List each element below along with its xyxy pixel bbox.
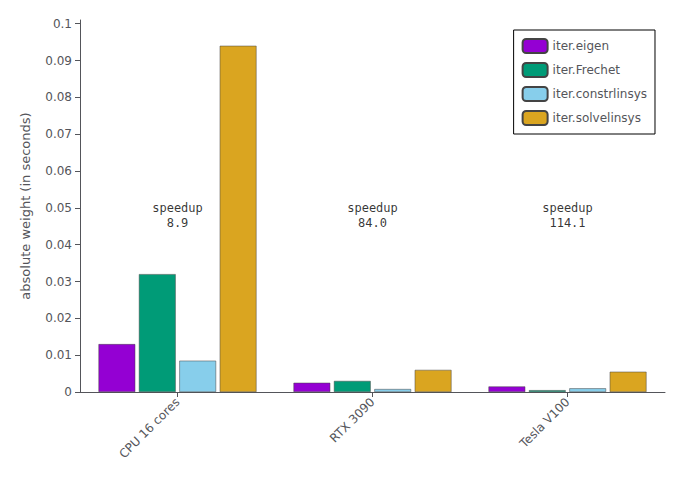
svg-text:0.07: 0.07 [45, 127, 72, 141]
svg-text:iter.Frechet: iter.Frechet [553, 63, 621, 77]
svg-text:0.01: 0.01 [45, 348, 72, 362]
svg-text:iter.solvelinsys: iter.solvelinsys [553, 111, 641, 125]
svg-text:8.9: 8.9 [167, 216, 189, 230]
svg-text:0.08: 0.08 [45, 90, 72, 104]
svg-text:114.1: 114.1 [549, 216, 585, 230]
svg-text:0.06: 0.06 [45, 164, 72, 178]
svg-text:speedup: speedup [152, 201, 203, 215]
svg-text:0.04: 0.04 [45, 238, 72, 252]
svg-text:speedup: speedup [347, 201, 398, 215]
svg-text:0.03: 0.03 [45, 275, 72, 289]
svg-text:84.0: 84.0 [358, 216, 387, 230]
svg-text:RTX 3090: RTX 3090 [327, 395, 377, 445]
svg-text:Tesla V100: Tesla V100 [516, 395, 572, 451]
svg-text:0.05: 0.05 [45, 201, 72, 215]
svg-text:0.1: 0.1 [53, 17, 72, 31]
svg-text:iter.eigen: iter.eigen [553, 39, 609, 53]
svg-text:absolute weight (in seconds): absolute weight (in seconds) [18, 112, 33, 299]
svg-text:CPU 16 cores: CPU 16 cores [116, 395, 182, 461]
svg-text:iter.constrlinsys: iter.constrlinsys [553, 87, 647, 101]
svg-text:0.02: 0.02 [45, 311, 72, 325]
svg-text:speedup: speedup [542, 201, 593, 215]
svg-text:0: 0 [64, 385, 72, 399]
svg-text:0.09: 0.09 [45, 54, 72, 68]
